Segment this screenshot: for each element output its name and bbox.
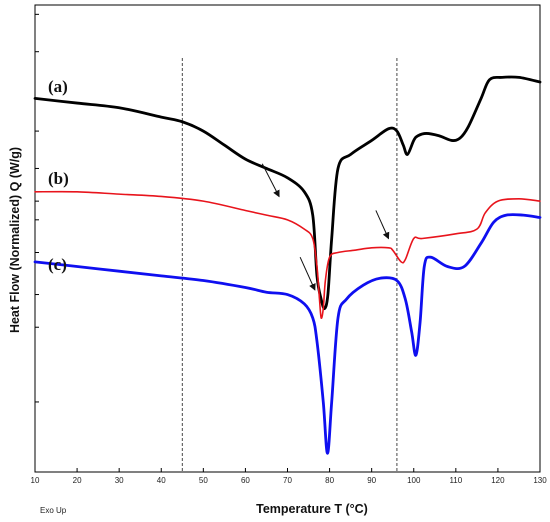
x-tick-label: 10: [31, 476, 40, 485]
x-tick-label: 100: [407, 476, 421, 485]
annotation-arrow-2: [375, 210, 390, 240]
x-tick-label: 130: [533, 476, 547, 485]
y-axis-title: Heat Flow (Normalized) Q (W/g): [8, 147, 22, 333]
x-tick-label: 30: [115, 476, 124, 485]
x-tick-label: 70: [283, 476, 292, 485]
series-line-b: [34, 190, 541, 319]
series-line-a: [33, 75, 542, 310]
x-ticks: [34, 468, 541, 472]
x-tick-label: 60: [241, 476, 250, 485]
x-tick-label: 90: [367, 476, 376, 485]
x-tick-label: 110: [449, 476, 462, 485]
annotation-arrow-1: [261, 163, 280, 198]
annotation-arrow-3: [299, 256, 316, 291]
plot-frame: [34, 4, 541, 473]
x-tick-label: 50: [199, 476, 208, 485]
x-tick-label: 120: [491, 476, 505, 485]
series-labels: (a) (b) (c): [48, 77, 69, 274]
x-tick-label: 80: [325, 476, 334, 485]
x-tick-labels: 10 20 30 40 50 60 70 80 90 100 110 120 130: [31, 476, 548, 485]
y-ticks: [35, 13, 39, 403]
exo-up-label: Exo Up: [40, 506, 67, 515]
series-label-a: (a): [48, 77, 68, 96]
x-tick-label: 40: [157, 476, 166, 485]
reference-lines: [181, 58, 398, 472]
series-label-c: (c): [48, 255, 67, 274]
x-tick-label: 20: [73, 476, 82, 485]
series-line-c: [33, 213, 542, 455]
series-layer: [33, 75, 542, 455]
annotation-layer: [261, 163, 390, 291]
x-axis-title: Temperature T (°C): [256, 502, 368, 516]
series-label-b: (b): [48, 169, 69, 188]
